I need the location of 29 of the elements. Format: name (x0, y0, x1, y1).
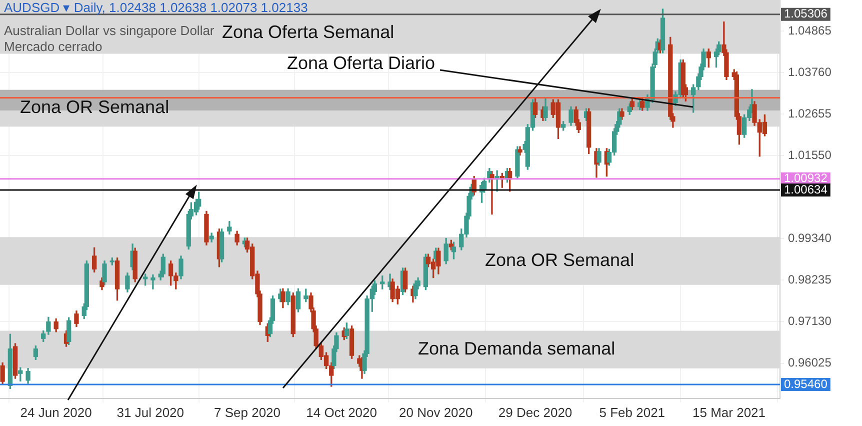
x-tick-label: 31 Jul 2020 (116, 404, 184, 420)
y-tick-label: 0.98235 (788, 272, 832, 287)
annotation: Mercado cerrado (4, 39, 102, 54)
band-label: Zona Demanda semanal (418, 338, 616, 359)
ref-line-label: 1.00634 (784, 182, 828, 196)
chart-title: AUDSGD ▾ Daily, 1.02438 1.02638 1.02073 1.02133 (4, 0, 308, 16)
band-label: Zona OR Semanal (20, 97, 170, 118)
y-tick-label: 0.96025 (788, 356, 832, 370)
y-tick-label: 1.03760 (788, 64, 832, 79)
band-label: Zona Oferta Semanal (222, 22, 394, 42)
x-tick-label: 24 Jun 2020 (20, 404, 92, 420)
ref-line-label: 1.00932 (784, 171, 828, 186)
y-tick-label: 0.97130 (788, 314, 832, 328)
candlestick (150, 274, 156, 290)
text: Australian Dollar vs singapore Dollar (4, 23, 214, 38)
y-tick-label: 1.01550 (788, 148, 832, 162)
y-tick-label: 1.02655 (788, 106, 832, 120)
y-tick-label: 0.99340 (788, 230, 832, 245)
x-tick-label: 20 Nov 2020 (399, 404, 473, 420)
ref-line-label: 1.05306 (784, 6, 828, 21)
x-tick-label: 5 Feb 2021 (599, 404, 666, 420)
y-tick-label: 1.04865 (788, 23, 832, 38)
x-tick-label: 15 Mar 2021 (692, 404, 766, 420)
band-label: Zona OR Semanal (485, 250, 634, 270)
band-label: Zona Oferta Diario (287, 53, 436, 74)
x-tick-label: 7 Sep 2020 (214, 404, 281, 420)
x-tick-label: 29 Dec 2020 (498, 404, 572, 420)
ref-line-label: 0.95460 (784, 376, 828, 391)
x-tick-label: 14 Oct 2020 (306, 404, 377, 420)
